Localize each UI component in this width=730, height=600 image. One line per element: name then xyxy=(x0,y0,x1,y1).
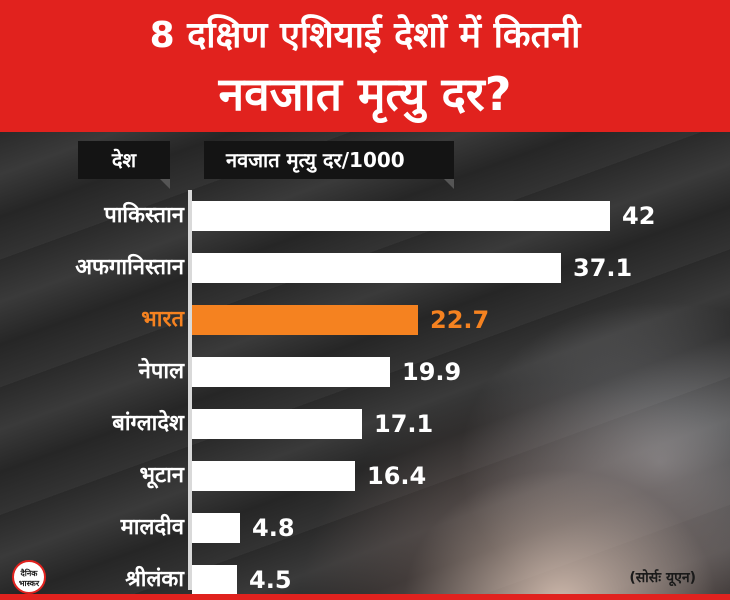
country-header-fold xyxy=(160,179,170,189)
bottom-accent-bar xyxy=(0,594,730,600)
bar xyxy=(192,461,355,491)
value-label: 19.9 xyxy=(402,358,462,386)
bar xyxy=(192,513,240,543)
value-label: 4.5 xyxy=(249,566,292,594)
chart-title-line-2: नवजात मृत्यु दर? xyxy=(218,67,512,121)
bar xyxy=(192,253,561,283)
category-label: पाकिस्तान xyxy=(104,203,184,228)
category-label: श्रीलंका xyxy=(125,567,184,592)
source-note: (सोर्सः यूएन) xyxy=(629,570,696,586)
value-label: 22.7 xyxy=(430,306,490,334)
metric-header-fold xyxy=(444,179,454,189)
value-label: 16.4 xyxy=(367,462,427,490)
chart-title-line-1: 8 दक्षिण एशियाई देशों में कितनी xyxy=(149,15,581,56)
bar xyxy=(192,357,390,387)
value-label: 4.8 xyxy=(252,514,295,542)
bar xyxy=(192,409,362,439)
category-label: भारत xyxy=(141,307,184,332)
category-label: मालदीव xyxy=(120,515,184,540)
category-label: भूटान xyxy=(139,463,184,488)
axis-line xyxy=(188,190,192,590)
category-label: अफगानिस्तान xyxy=(75,255,184,280)
bar xyxy=(192,305,418,335)
value-label: 42 xyxy=(622,202,656,230)
category-label: नेपाल xyxy=(138,359,184,384)
bar xyxy=(192,565,237,595)
value-label: 17.1 xyxy=(374,410,434,438)
country-column-header: देश xyxy=(78,141,170,179)
value-label: 37.1 xyxy=(573,254,633,282)
category-label: बांग्लादेश xyxy=(112,411,184,436)
publisher-logo: दैनिक भास्कर xyxy=(12,560,46,594)
bar xyxy=(192,201,610,231)
header-banner: 8 दक्षिण एशियाई देशों में कितनी नवजात मृ… xyxy=(0,0,730,132)
metric-column-header: नवजात मृत्यु दर/1000 xyxy=(204,141,454,179)
